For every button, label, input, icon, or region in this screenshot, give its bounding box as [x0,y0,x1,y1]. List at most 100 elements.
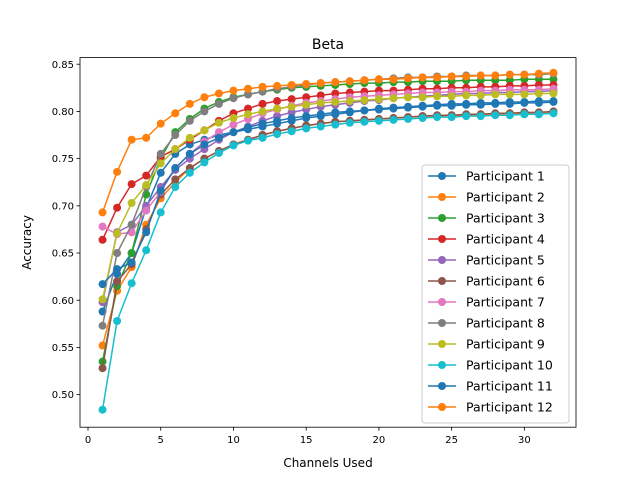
data-point [345,107,354,116]
data-point [447,101,456,110]
data-point [433,113,442,122]
data-point [505,111,514,120]
legend-marker [438,319,446,327]
data-point [345,77,354,86]
data-point [418,102,427,111]
data-point [316,79,325,88]
data-point [491,71,500,80]
legend-label: Participant 1 [466,169,545,184]
data-point [534,98,543,107]
data-point [244,90,252,99]
legend-marker [438,235,446,243]
data-point [331,108,340,117]
data-point [142,246,151,255]
data-point [520,90,529,99]
data-point [462,91,471,100]
data-point [505,99,514,108]
data-point [316,91,325,100]
data-point [229,120,238,129]
data-point [404,103,412,112]
data-point [113,249,122,258]
data-point [258,99,267,108]
data-point [229,141,238,150]
data-point [273,81,282,90]
x-tick-label: 5 [158,435,164,446]
legend-item: Participant 9 [428,337,545,352]
data-point [200,158,209,167]
legend: Participant 1 Participant 2 Participant 3 P… [421,164,570,424]
data-point [113,265,122,274]
data-point [156,168,165,177]
data-point [549,89,558,98]
data-point [360,96,369,105]
data-point [156,186,165,195]
x-axis: 0 5 10 15 20 25 30 [85,427,531,446]
data-point [476,71,485,80]
x-tick-label: 30 [518,435,531,446]
data-point [200,93,209,102]
legend-marker [438,382,446,390]
data-point [214,128,223,137]
data-point [171,175,180,184]
data-point [127,279,136,288]
data-point [447,113,456,122]
legend-marker [438,172,446,180]
data-point [374,75,383,84]
data-point [185,99,194,108]
series-9 [98,89,558,304]
legend-marker [438,361,446,369]
data-point [505,90,514,99]
legend-item: Participant 6 [428,274,545,289]
data-point [156,159,165,168]
data-point [171,109,180,118]
data-point [345,97,354,106]
legend-marker [438,193,446,201]
data-point [244,123,252,132]
data-point [229,128,238,137]
data-point [200,140,209,149]
data-point [302,93,311,102]
data-point [127,220,136,229]
data-point [142,133,151,142]
x-tick-label: 10 [227,435,240,446]
data-point [229,114,238,123]
data-point [98,235,107,244]
y-tick-label: 0.85 [52,60,74,71]
data-point [244,110,252,119]
data-point [302,100,311,109]
data-point [142,228,151,237]
x-tick-label: 15 [300,435,313,446]
legend-label: Participant 3 [466,211,545,226]
data-point [127,258,136,267]
data-point [287,108,296,117]
data-point [389,104,398,113]
data-point [98,295,107,304]
data-point [171,182,180,191]
data-point [200,126,209,135]
data-point [389,75,398,84]
legend-item: Participant 10 [428,358,553,373]
data-point [433,101,442,110]
legend-item: Participant 4 [428,232,545,247]
data-point [520,98,529,107]
data-point [404,114,412,123]
data-point [171,131,180,140]
data-point [418,114,427,123]
legend-label: Participant 2 [466,190,545,205]
data-point [127,228,136,237]
legend-marker [438,256,446,264]
legend-item: Participant 7 [428,295,545,310]
data-point [418,93,427,102]
data-point [549,109,558,118]
legend-label: Participant 11 [466,379,553,394]
data-point [200,107,209,116]
data-point [302,112,311,121]
legend-marker [438,277,446,285]
data-point [360,106,369,115]
data-point [273,97,282,106]
data-point [127,180,136,189]
data-point [156,208,165,217]
data-point [156,149,165,158]
data-point [534,69,543,78]
legend-box [421,164,570,424]
